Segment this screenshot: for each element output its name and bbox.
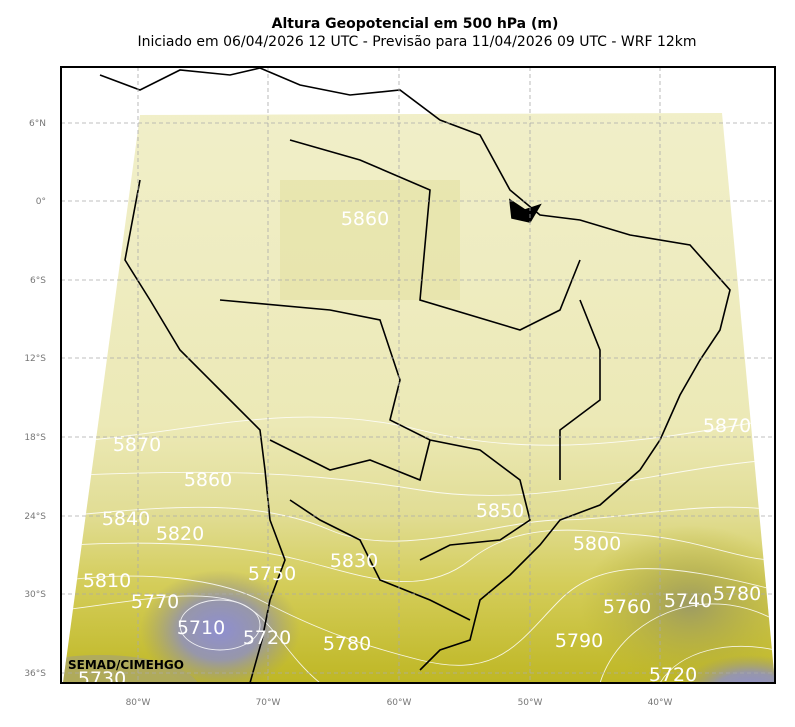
- credit: SEMAD/CIMEHGO: [68, 658, 184, 672]
- map-area: 5860 5870 5870 5860 5840 5820 5850 5800 5830 5750…: [61, 67, 775, 690]
- contour-label: 5870: [703, 415, 751, 437]
- latitude-label: 24°S: [24, 512, 46, 522]
- longitude-label: 40°W: [648, 698, 673, 708]
- contour-label: 5780: [713, 583, 761, 605]
- latitude-label: 6°N: [29, 119, 46, 129]
- contour-label: 5860: [184, 469, 232, 491]
- longitude-label: 70°W: [256, 698, 281, 708]
- borders: [99, 67, 731, 683]
- contour-label: 5810: [83, 570, 131, 592]
- contour-label: 5830: [330, 550, 378, 572]
- contour-label: 5770: [131, 591, 179, 613]
- latitude-label: 18°S: [24, 433, 46, 443]
- contour-label: 5870: [113, 434, 161, 456]
- contour-label: 5820: [156, 523, 204, 545]
- latitude-label: 0°: [36, 197, 46, 207]
- longitude-label: 50°W: [518, 698, 543, 708]
- map-title: Altura Geopotencial em 500 hPa (m): [272, 16, 559, 32]
- contour-label: 5800: [573, 533, 621, 555]
- contour-label: 5780: [323, 633, 371, 655]
- latitude-label: 12°S: [24, 354, 46, 364]
- latitude-label: 36°S: [24, 669, 46, 679]
- contour-label: 5790: [555, 630, 603, 652]
- height-field: [63, 113, 775, 683]
- contour-label: 5730: [78, 668, 126, 690]
- contour-label: 5840: [102, 508, 150, 530]
- contour-label: 5760: [603, 596, 651, 618]
- map-subtitle: Iniciado em 06/04/2026 12 UTC - Previsão…: [137, 34, 696, 50]
- contour-label: 5720: [649, 664, 697, 686]
- contour-label: 5860: [341, 208, 389, 230]
- latitude-label: 30°S: [24, 590, 46, 600]
- latitude-label: 6°S: [30, 276, 46, 286]
- longitude-label: 60°W: [387, 698, 412, 708]
- contour-label: 5750: [248, 563, 296, 585]
- longitude-label: 80°W: [126, 698, 151, 708]
- contour-label: 5850: [476, 500, 524, 522]
- graticule: [61, 67, 775, 683]
- contour-label: 5720: [243, 627, 291, 649]
- contour-label: 5740: [664, 590, 712, 612]
- map-frame: [60, 66, 776, 684]
- contour-label: 5710: [177, 617, 225, 639]
